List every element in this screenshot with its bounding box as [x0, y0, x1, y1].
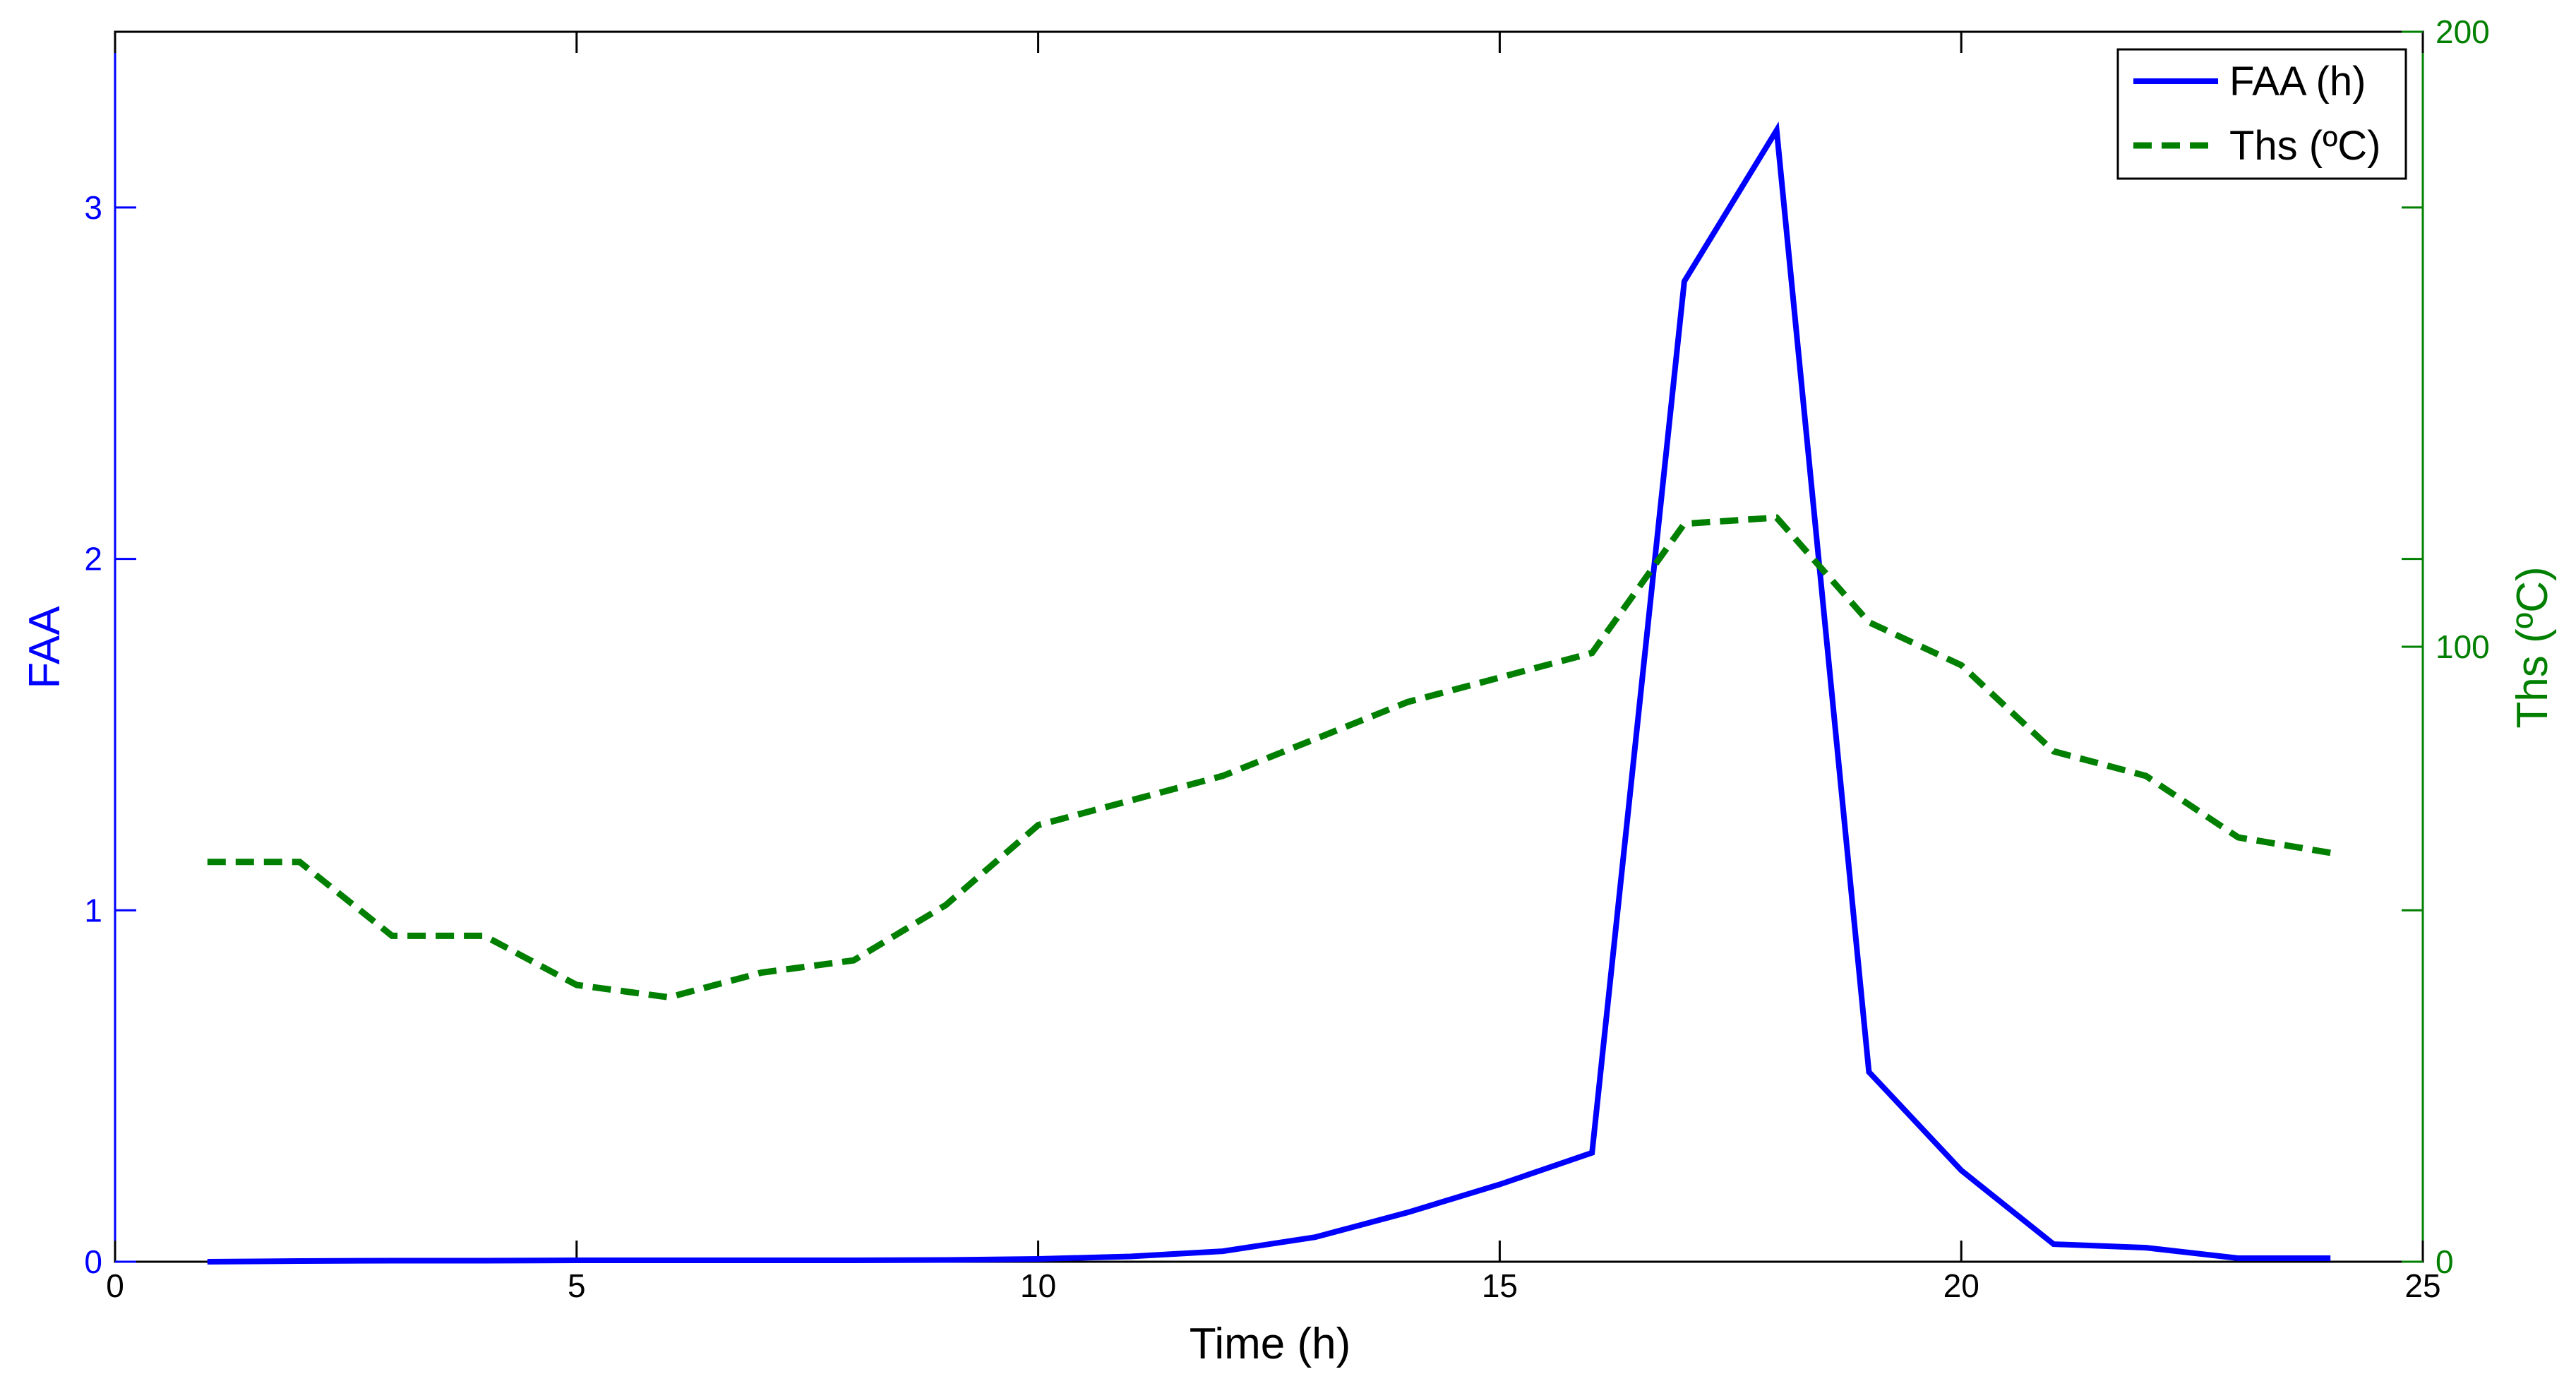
x-tick-label: 15 [1482, 1267, 1518, 1304]
x-tick-label: 5 [568, 1267, 586, 1304]
y-tick-label: 3 [84, 189, 102, 226]
legend-box [2116, 48, 2407, 180]
y-tick-label: 2 [84, 541, 102, 578]
y-axis-title: FAA [20, 606, 69, 689]
y2-tick-label: 0 [2436, 1243, 2454, 1280]
y2-axis-ticks: 0 100 200 [2402, 13, 2490, 1280]
y-tick-label: 0 [84, 1243, 102, 1280]
x-tick-label: 10 [1020, 1267, 1056, 1304]
x-tick-label: 25 [2404, 1267, 2440, 1304]
y2-tick-label: 100 [2436, 628, 2490, 665]
series-line-faa [207, 121, 2331, 1265]
y-axis-ticks: 0 1 2 3 [84, 189, 136, 1280]
x-axis-title: Time (h) [1190, 1320, 1350, 1368]
y2-axis-title: Ths (ºC) [2508, 566, 2557, 728]
series-layer [207, 121, 2331, 1265]
x-tick-label: 0 [106, 1267, 124, 1304]
legend-label-faa: FAA (h) [2229, 59, 2366, 104]
y-tick-label: 1 [84, 892, 102, 928]
x-tick-label: 20 [1943, 1267, 1979, 1304]
legend: FAA (h) Ths (ºC) [2116, 48, 2407, 180]
series-line-ths [207, 514, 2331, 1001]
x-axis-ticks: 0 5 10 15 20 25 [106, 32, 2441, 1304]
legend-label-ths: Ths (ºC) [2229, 123, 2381, 169]
y2-tick-label: 200 [2436, 13, 2490, 50]
